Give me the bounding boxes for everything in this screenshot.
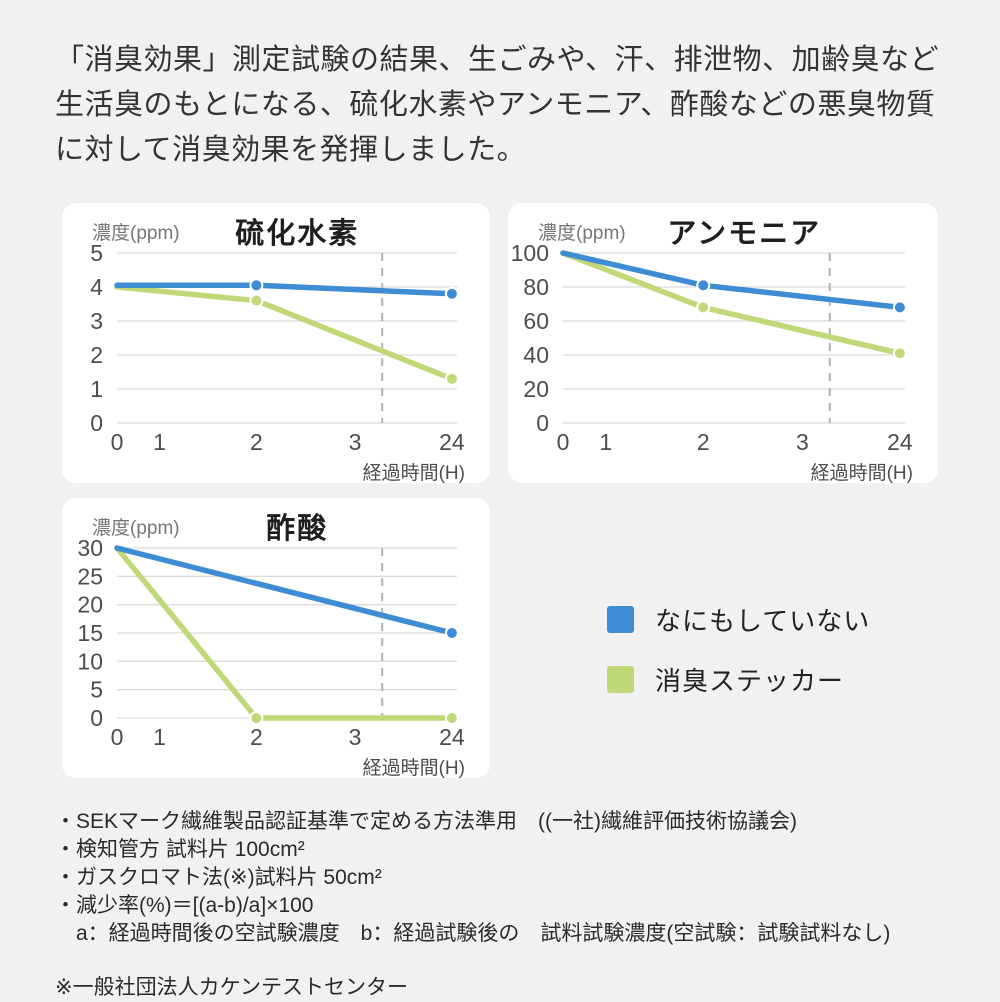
y-tick-label: 5 bbox=[90, 240, 103, 266]
x-tick-label: 24 bbox=[439, 429, 465, 455]
x-tick-label: 3 bbox=[349, 429, 362, 455]
series-line-blue bbox=[114, 545, 455, 636]
x-tick-label: 24 bbox=[439, 724, 465, 750]
x-tick-label: 0 bbox=[111, 724, 124, 750]
x-tick-label: 2 bbox=[250, 429, 263, 455]
data-point-green bbox=[444, 371, 459, 386]
y-tick-label: 3 bbox=[90, 308, 103, 334]
y-tick-label: 15 bbox=[77, 620, 103, 646]
footer-line: ・SEKマーク繊維製品認証基準で定める方法準用 ((一社)繊維評価技術協議会) bbox=[55, 810, 797, 833]
y-tick-label: 20 bbox=[523, 376, 549, 402]
legend-item-deodorant-sticker: 消臭ステッカー bbox=[607, 661, 870, 698]
x-tick-label: 0 bbox=[111, 429, 124, 455]
chart-title: アンモニア bbox=[667, 218, 821, 250]
y-tick-label: 30 bbox=[77, 535, 103, 561]
footer-line: a：経過時間後の空試験濃度 b：経過試験後の 試料試験濃度(空試験：試験試料なし… bbox=[55, 922, 891, 945]
legend-swatch-blue bbox=[607, 606, 634, 633]
header-text: 「消臭効果」測定試験の結果、生ごみや、汗、排泄物、加齢臭など生活臭のもとになる、… bbox=[55, 44, 940, 166]
data-point-blue bbox=[444, 626, 459, 640]
x-axis-label: 経過時間(H) bbox=[363, 462, 465, 483]
x-tick-label: 1 bbox=[153, 429, 166, 455]
y-tick-label: 10 bbox=[77, 648, 103, 674]
x-tick-label: 24 bbox=[887, 429, 913, 455]
legend: なにもしていない 消臭ステッカー bbox=[607, 601, 870, 698]
data-point-blue bbox=[696, 278, 711, 293]
footer-line: ・減少率(%)＝[(a-b)/a]×100 bbox=[55, 894, 314, 917]
data-point-green bbox=[444, 711, 459, 725]
y-tick-label: 80 bbox=[523, 274, 549, 300]
x-axis-label: 経過時間(H) bbox=[811, 462, 913, 483]
y-tick-label: 40 bbox=[523, 342, 549, 368]
legend-item-untreated: なにもしていない bbox=[607, 601, 870, 638]
x-tick-label: 0 bbox=[557, 429, 570, 455]
legend-label-deodorant-sticker: 消臭ステッカー bbox=[655, 666, 845, 696]
y-tick-label: 100 bbox=[511, 240, 549, 266]
y-tick-label: 5 bbox=[90, 677, 103, 703]
y-tick-label: 60 bbox=[523, 308, 549, 334]
y-axis-unit-label: 濃度(ppm) bbox=[538, 222, 626, 244]
chart-card-hydrogen-sulfide: 5 4 3 2 1 0 0 1 2 3 24 濃度(ppm) 硫化水素経過時間(H) bbox=[62, 203, 490, 483]
series-line-blue bbox=[560, 250, 903, 311]
y-tick-label: 20 bbox=[77, 592, 103, 618]
x-tick-label: 2 bbox=[250, 724, 263, 750]
y-axis-unit-label: 濃度(ppm) bbox=[92, 222, 180, 244]
x-tick-label: 3 bbox=[349, 724, 362, 750]
data-point-green bbox=[892, 346, 907, 361]
chart-card-ammonia: 100 80 60 40 20 0 0 1 2 3 24 濃度(ppm) アンモニア経過時間(H) bbox=[508, 203, 938, 483]
footer-line: ・検知管方 試料片 100cm² bbox=[55, 838, 305, 861]
footer-notes: ・SEKマーク繊維製品認証基準で定める方法準用 ((一社)繊維評価技術協議会) … bbox=[55, 808, 965, 1002]
chart-title: 硫化水素 bbox=[235, 216, 359, 250]
data-point-blue bbox=[249, 278, 264, 293]
legend-label-untreated: なにもしていない bbox=[655, 606, 871, 636]
y-tick-label: 0 bbox=[90, 705, 103, 731]
footer-line: ・ガスクロマト法(※)試料片 50cm² bbox=[55, 866, 382, 889]
y-tick-label: 25 bbox=[77, 563, 103, 589]
data-point-green bbox=[249, 711, 264, 725]
y-tick-label: 0 bbox=[536, 410, 549, 436]
x-tick-label: 1 bbox=[153, 724, 166, 750]
y-tick-label: 2 bbox=[90, 342, 103, 368]
x-tick-label: 1 bbox=[599, 429, 612, 455]
chart-card-acetic-acid: 30 25 20 15 10 5 0 0 1 2 3 24 濃度(ppm) 酢酸経過時間(H) bbox=[62, 498, 490, 778]
footer-note: ※一般社団法人カケンテストセンター bbox=[55, 976, 408, 999]
legend-swatch-green bbox=[607, 666, 634, 693]
y-tick-label: 0 bbox=[90, 410, 103, 436]
y-tick-label: 1 bbox=[90, 376, 103, 402]
data-point-blue bbox=[892, 300, 907, 315]
y-tick-label: 4 bbox=[90, 274, 103, 300]
series-line-green bbox=[114, 284, 455, 382]
x-tick-label: 2 bbox=[697, 429, 710, 455]
y-axis-unit-label: 濃度(ppm) bbox=[92, 517, 180, 539]
chart-title: 酢酸 bbox=[266, 512, 328, 545]
data-point-green bbox=[249, 293, 264, 308]
data-point-green bbox=[696, 300, 711, 315]
x-axis-label: 経過時間(H) bbox=[363, 757, 465, 778]
data-point-blue bbox=[444, 286, 459, 301]
x-tick-label: 3 bbox=[796, 429, 809, 455]
